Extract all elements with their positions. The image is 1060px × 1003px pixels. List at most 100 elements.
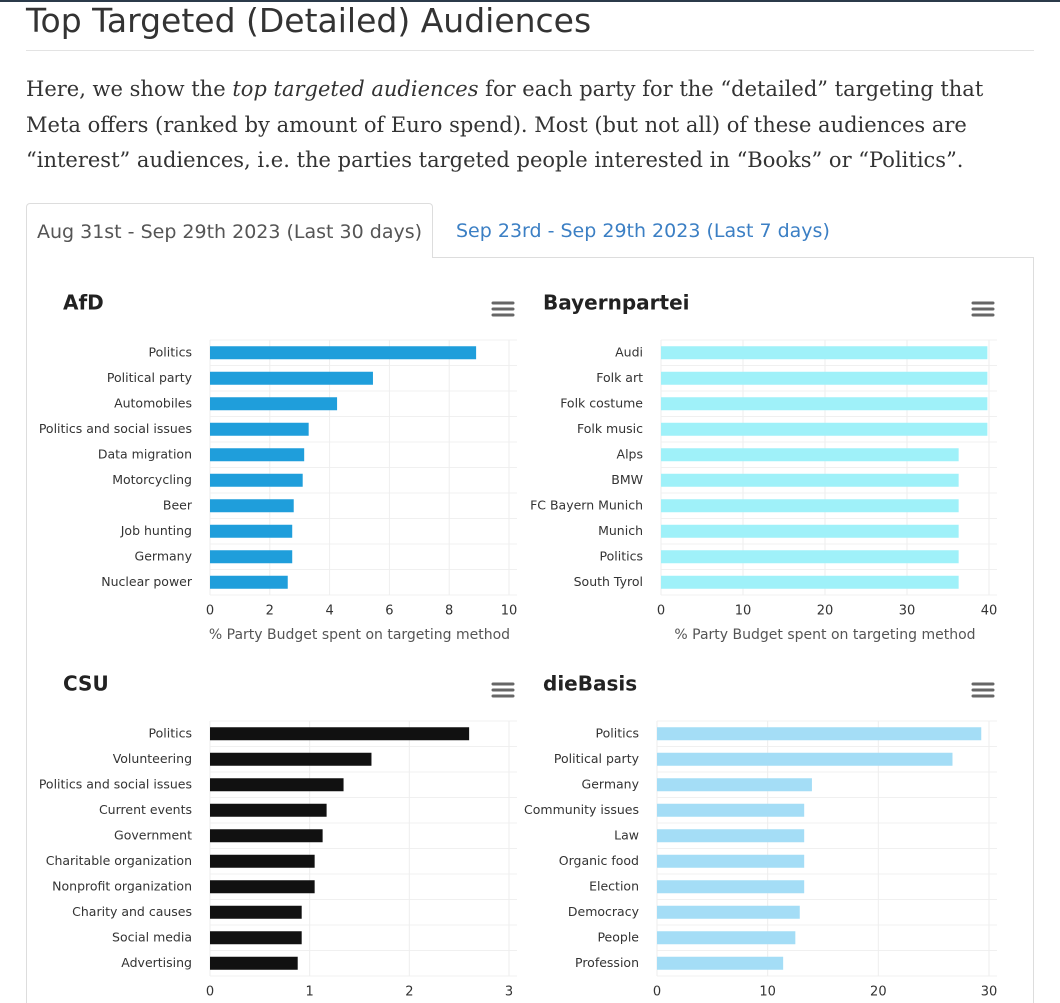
bar [661, 524, 959, 538]
intro-emphasis: top targeted audiences [232, 77, 479, 101]
y-tick-label: Beer [163, 497, 193, 512]
bar [210, 727, 470, 741]
y-tick-label: Germany [135, 548, 193, 563]
y-tick-label: Organic food [559, 853, 639, 868]
y-tick-label: Government [114, 827, 192, 842]
y-tick-label: Nuclear power [101, 574, 193, 589]
chart-title: dieBasis [543, 672, 637, 696]
bar [210, 448, 305, 462]
x-tick-label: 10 [735, 604, 752, 619]
bar [657, 854, 805, 868]
y-tick-label: Alps [617, 446, 643, 461]
y-tick-label: Data migration [98, 446, 192, 461]
divider [26, 50, 1034, 51]
y-tick-label: Politics [600, 548, 643, 563]
y-tick-label: Munich [598, 523, 643, 538]
chart-title: CSU [63, 672, 109, 696]
x-tick-label: 6 [385, 604, 393, 619]
y-tick-label: Politics [596, 725, 639, 740]
bar [661, 575, 959, 589]
bar [657, 727, 982, 741]
y-tick-label: Profession [575, 955, 639, 970]
x-tick-label: 30 [981, 985, 998, 1000]
bar [661, 422, 988, 436]
x-tick-label: 4 [325, 604, 333, 619]
intro-part: Here, we show the [26, 77, 233, 101]
y-tick-label: Charitable organization [46, 853, 192, 868]
y-tick-label: Law [614, 827, 639, 842]
bar [210, 829, 323, 843]
bar [210, 931, 302, 945]
page-title: Top Targeted (Detailed) Audiences [26, 1, 592, 40]
y-tick-label: Motorcycling [112, 472, 192, 487]
bar [657, 829, 805, 843]
y-tick-label: Social media [112, 929, 192, 944]
bar [210, 854, 315, 868]
intro-text: Here, we show the top targeted audiences… [26, 72, 1026, 179]
y-tick-label: Charity and causes [72, 904, 192, 919]
x-tick-label: 10 [759, 985, 776, 1000]
bar [210, 422, 309, 436]
bar [210, 880, 315, 894]
x-tick-label: 2 [266, 604, 274, 619]
bar [210, 473, 303, 487]
y-tick-label: Politics [149, 725, 192, 740]
y-tick-label: Political party [107, 370, 193, 385]
y-tick-label: FC Bayern Munich [530, 497, 643, 512]
bar [210, 575, 288, 589]
top-border [0, 0, 1060, 2]
x-tick-label: 20 [870, 985, 887, 1000]
y-tick-label: Advertising [121, 955, 192, 970]
chart-title: Bayernpartei [543, 291, 689, 315]
bar [657, 880, 805, 894]
bar [210, 397, 338, 411]
x-axis-label: % Party Budget spent on targeting method [674, 627, 975, 643]
bar [210, 778, 344, 792]
bar [210, 499, 294, 513]
y-tick-label: Folk costume [560, 395, 643, 410]
bar [661, 346, 988, 360]
bar [661, 371, 988, 385]
y-tick-label: Volunteering [113, 751, 192, 766]
bar [210, 752, 372, 766]
y-tick-label: People [597, 929, 639, 944]
y-tick-label: Politics and social issues [39, 776, 192, 791]
bar [210, 346, 477, 360]
y-tick-label: Politics [149, 344, 192, 359]
x-tick-label: 20 [817, 604, 834, 619]
chart-title: AfD [63, 291, 104, 315]
tab-active[interactable]: Aug 31st - Sep 29th 2023 (Last 30 days) [26, 203, 433, 258]
x-tick-label: 30 [899, 604, 916, 619]
bar [210, 550, 293, 564]
bar [661, 397, 988, 411]
x-tick-label: 3 [505, 985, 513, 1000]
y-tick-label: Nonprofit organization [52, 878, 192, 893]
bar [657, 956, 784, 970]
x-tick-label: 40 [981, 604, 998, 619]
bar [210, 956, 298, 970]
y-tick-label: Germany [582, 776, 640, 791]
bar [657, 905, 800, 919]
y-tick-label: Audi [615, 344, 643, 359]
y-tick-label: Democracy [568, 904, 640, 919]
bar [210, 371, 373, 385]
x-tick-label: 0 [653, 985, 661, 1000]
y-tick-label: Folk art [596, 370, 643, 385]
x-tick-label: 1 [306, 985, 314, 1000]
y-tick-label: Job hunting [120, 523, 192, 538]
y-tick-label: Automobiles [114, 395, 192, 410]
x-tick-label: 2 [405, 985, 413, 1000]
intro-part: for each party for the “detailed” target… [26, 77, 984, 172]
bar [657, 778, 812, 792]
x-tick-label: 0 [657, 604, 665, 619]
bar [657, 931, 796, 945]
tab[interactable]: Sep 23rd - Sep 29th 2023 (Last 7 days) [456, 220, 830, 242]
bar [657, 803, 805, 817]
bar [661, 448, 959, 462]
bar [657, 752, 953, 766]
y-tick-label: BMW [611, 472, 643, 487]
tab-panel [26, 257, 1034, 1003]
x-tick-label: 0 [206, 985, 214, 1000]
